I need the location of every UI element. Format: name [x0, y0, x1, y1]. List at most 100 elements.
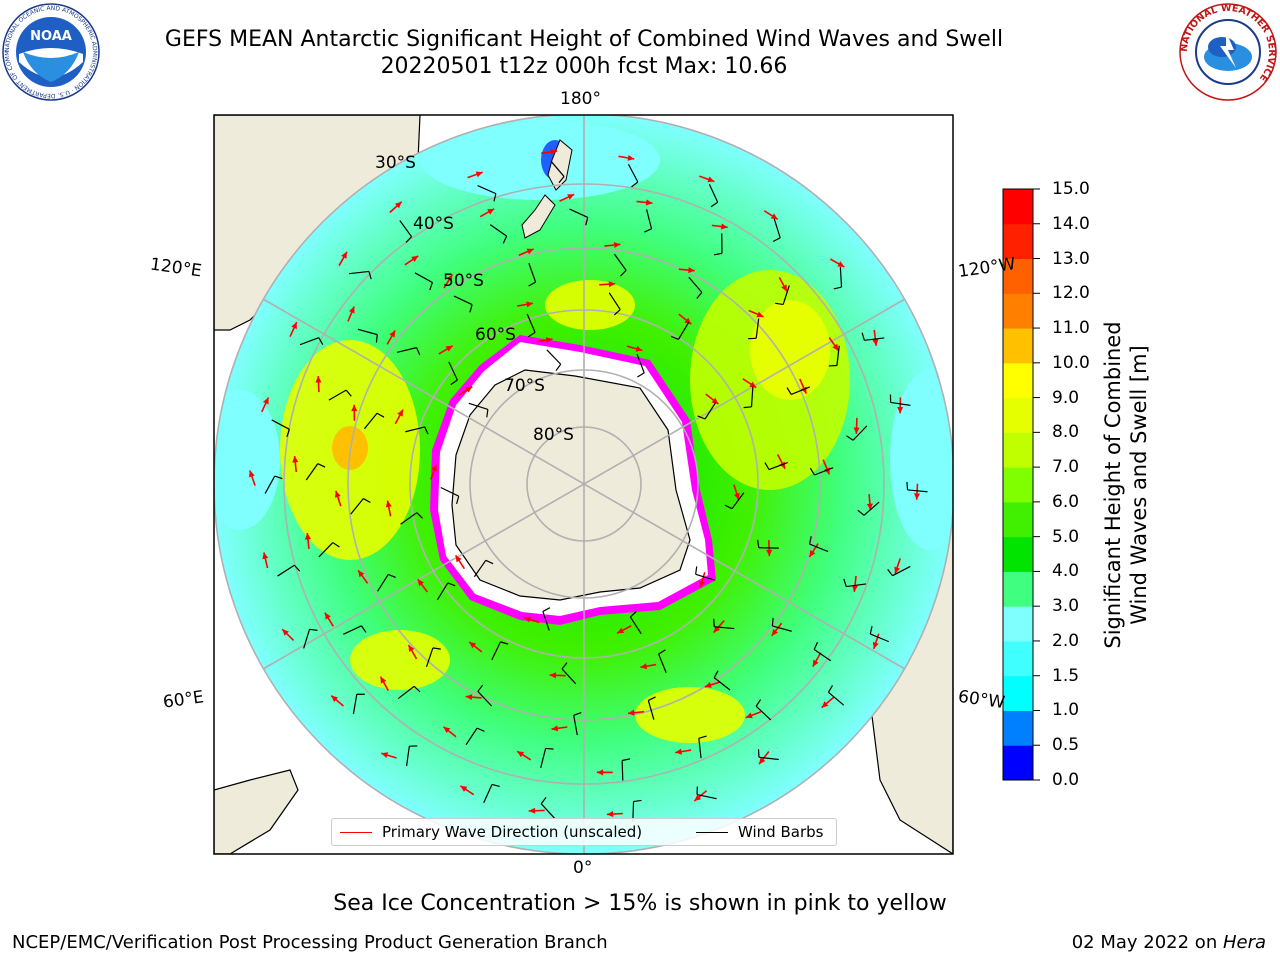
colorbar-swatch — [1003, 397, 1033, 433]
producer-credit: NCEP/EMC/Verification Post Processing Pr… — [12, 932, 608, 953]
lat-label-50s: 50°S — [443, 271, 484, 291]
noaa-logo: NOAA NATIONAL OCEANIC AND ATMOSPHERIC AD… — [1, 2, 100, 101]
lat-label-70s: 70°S — [504, 376, 545, 396]
wind-barb — [833, 267, 843, 290]
colorbar-label-line2: Wind Waves and Swell [m] — [1127, 345, 1151, 625]
colorbar-tick-label: 10.0 — [1052, 352, 1090, 373]
wind-barb — [621, 758, 631, 781]
lat-label-30s: 30°S — [375, 153, 416, 173]
colorbar-label-line1: Significant Height of Combined — [1101, 321, 1125, 649]
wave-arrow — [260, 397, 270, 413]
wind-barb — [550, 160, 565, 184]
wind-barb — [350, 498, 371, 515]
wind-barb — [352, 693, 365, 715]
antarctica-landmass — [451, 369, 691, 601]
wind-barb — [743, 386, 754, 409]
colorbar-tick-label: 0.0 — [1052, 770, 1080, 790]
wind-barb — [343, 625, 367, 635]
wave-arrow — [606, 811, 623, 818]
wind-barb — [813, 642, 832, 662]
wind-barb — [540, 747, 554, 768]
wave-arrow — [465, 694, 482, 701]
wind-barb — [828, 345, 840, 367]
wave-arrow — [468, 641, 483, 653]
wave-arrow — [394, 409, 404, 425]
wind-barb — [400, 512, 423, 525]
wind-barb — [757, 539, 779, 549]
wave-arrow — [338, 251, 348, 267]
wind-barb — [305, 463, 326, 481]
wave-arrow — [443, 274, 454, 289]
wave-arrow — [417, 578, 428, 593]
colorbar-swatch — [1003, 189, 1033, 225]
wind-barb — [465, 727, 485, 746]
wind-barb — [542, 607, 551, 631]
wind-barb — [757, 749, 779, 761]
wave-arrow — [599, 281, 616, 288]
wave-arrow — [443, 726, 457, 738]
wind-barb — [713, 618, 735, 630]
colorbar-swatch — [1003, 467, 1033, 503]
wave-arrow — [828, 337, 840, 352]
colorbar-outline — [1002, 188, 1034, 781]
wave-arrow — [407, 644, 418, 660]
wave-low-region-west — [214, 390, 280, 530]
wave-arrow — [808, 543, 819, 558]
wave-arrow — [315, 376, 322, 393]
wind-barb — [708, 183, 719, 208]
wind-barb — [405, 745, 418, 767]
wind-barb — [477, 185, 497, 202]
colorbar-tick-label: 8.0 — [1052, 422, 1080, 443]
wave-arrow — [853, 417, 860, 434]
wave-arrow — [458, 385, 473, 396]
nws-logo: NATIONAL WEATHER SERVICE — [1179, 3, 1277, 101]
lat-label-60s: 60°S — [475, 325, 516, 345]
colorbar-tick-label: 15.0 — [1052, 179, 1090, 199]
graticule — [214, 115, 953, 854]
wind-barb — [357, 328, 378, 343]
wave-arrow — [704, 681, 721, 688]
primary-wave-legend-label: Primary Wave Direction (unscaled) — [382, 823, 643, 841]
wind-barb — [569, 208, 589, 226]
colorbar-tick-label: 5.0 — [1052, 526, 1080, 547]
colorbar-swatch — [1003, 362, 1033, 399]
wave-arrow — [351, 404, 358, 421]
wave-arrow — [389, 201, 403, 214]
wave-arrow — [699, 572, 706, 588]
wind-barb — [889, 394, 911, 406]
wave-arrow — [334, 490, 342, 507]
lat-label-80s: 80°S — [533, 425, 574, 445]
wave-high-region-south — [350, 630, 450, 690]
wave-arrow — [894, 558, 902, 574]
wind-barb — [772, 218, 781, 243]
wave-arrow — [541, 148, 558, 155]
wind-barb — [477, 684, 493, 707]
wave-arrow — [678, 267, 695, 274]
wind-barb — [724, 492, 745, 510]
wave-arrow — [281, 628, 295, 642]
colorbar-tick-label: 2.0 — [1052, 630, 1080, 651]
wind-barb — [528, 263, 537, 287]
wave-arrow — [872, 633, 880, 650]
wind-barb — [546, 349, 562, 372]
wave-arrow — [330, 694, 344, 707]
wave-arrow — [523, 616, 540, 624]
colorbar-swatch — [1003, 432, 1033, 468]
colorbar-label: Significant Height of Combined Wind Wave… — [1100, 275, 1152, 695]
wind-barb — [264, 475, 283, 494]
colorbar-swatch — [1003, 501, 1033, 538]
wave-arrow — [479, 208, 495, 218]
wind-barb-legend-line — [696, 832, 728, 833]
wind-barb — [843, 578, 867, 588]
wind-barb — [613, 253, 627, 277]
wave-arrow — [528, 807, 545, 814]
run-date-credit: 02 May 2022 on Hera — [1072, 932, 1266, 954]
wave-arrow — [763, 210, 779, 220]
wind-barb — [318, 542, 340, 558]
colorbar-swatch — [1003, 536, 1033, 572]
wave-arrow — [821, 696, 835, 709]
colorbar-swatch — [1003, 571, 1033, 607]
wave-arrow — [549, 672, 566, 679]
wave-high-region-ross — [545, 280, 635, 330]
wave-arrow — [459, 785, 475, 796]
